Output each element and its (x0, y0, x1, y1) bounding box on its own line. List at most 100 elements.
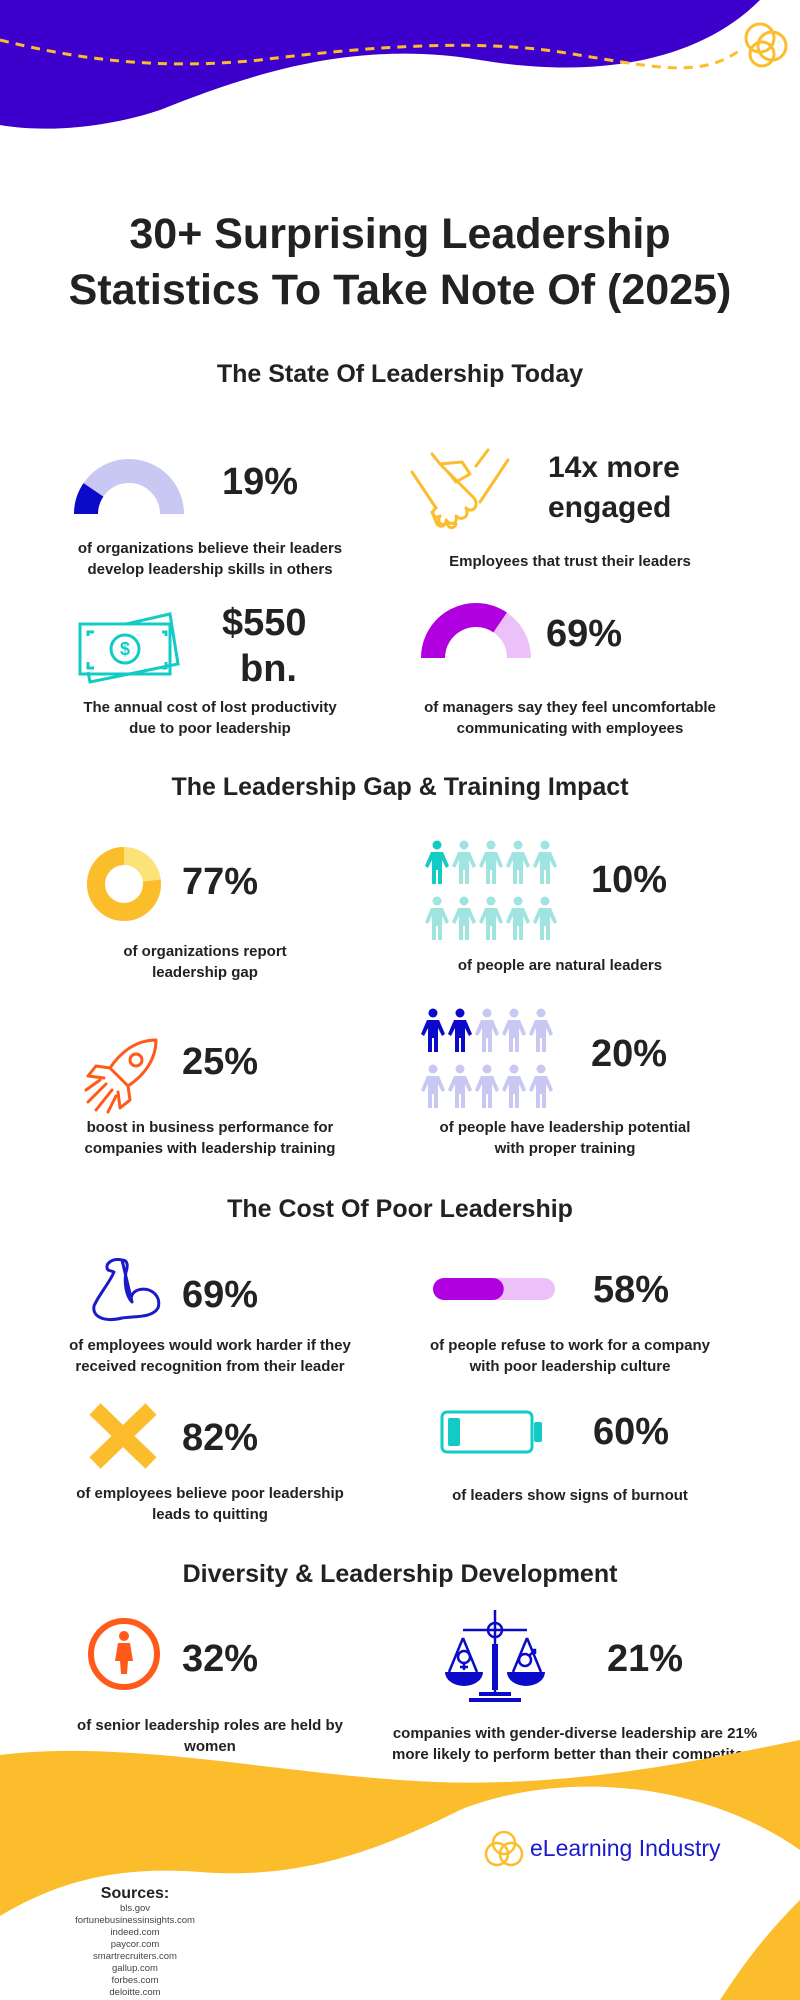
stat-caption: boost in business performance for compan… (40, 1117, 380, 1159)
stat-caption: of people are natural leaders (400, 955, 720, 976)
stat-caption: of managers say they feel uncomfortable … (390, 697, 750, 739)
stat-caption: companies with gender-diverse leadership… (365, 1723, 785, 1765)
svg-text:$: $ (120, 639, 130, 659)
person-figure (452, 840, 476, 884)
stat-value: 58% (593, 1269, 670, 1311)
source-item[interactable]: indeed.com (110, 1927, 160, 1938)
caption-line: of organizations report (123, 943, 287, 960)
person-figure (475, 1064, 499, 1108)
caption-line: of people have leadership potential (439, 1119, 691, 1136)
caption-line: of leaders show signs of burnout (452, 1487, 688, 1504)
brand-knot-icon (484, 1830, 524, 1867)
stat-value: 60% (593, 1411, 670, 1453)
caption-line: of employees believe poor leadership (76, 1485, 344, 1502)
flexed-arm-icon (92, 1258, 161, 1321)
caption-line: leads to quitting (152, 1506, 268, 1523)
money-bill-icon: $ (78, 612, 180, 684)
stat-value: 25% (182, 1041, 259, 1083)
caption-line: of people are natural leaders (457, 957, 663, 974)
page-title: 30+ Surprising Leadership Statistics To … (0, 206, 800, 318)
stat-caption: of people have leadership potential with… (400, 1117, 730, 1159)
caption-line: with poor leadership culture (469, 1358, 671, 1375)
caption-line: develop leadership skills in others (87, 561, 333, 578)
stat-caption: of employees believe poor leadership lea… (40, 1483, 380, 1525)
source-item[interactable]: gallup.com (112, 1963, 158, 1974)
value-line: $550 (222, 602, 307, 644)
people-icon (425, 840, 557, 940)
caption-line: Employees that trust their leaders (449, 553, 691, 570)
person-figure (506, 896, 530, 940)
person-figure (529, 1064, 553, 1108)
stat-value: 21% (607, 1638, 684, 1680)
stat-value: 19% (222, 461, 299, 503)
person-figure (421, 1008, 445, 1052)
caption-line: of organizations believe their leaders (77, 540, 343, 557)
stat-caption: of leaders show signs of burnout (400, 1485, 740, 1506)
gender-scale-icon (445, 1610, 545, 1702)
section-heading: The Leadership Gap & Training Impact (171, 773, 629, 801)
source-item[interactable]: paycor.com (110, 1939, 160, 1950)
caption-line: leadership gap (152, 964, 258, 981)
source-item[interactable]: forbes.com (111, 1975, 159, 1986)
value-line: bn. (240, 648, 297, 690)
value-line: 14x more (548, 451, 680, 484)
person-figure (425, 840, 449, 884)
person-figure (479, 840, 503, 884)
x-mark-icon (89, 1403, 157, 1469)
stat-value: 69% (182, 1274, 259, 1316)
stat-value: $550 bn. (222, 600, 307, 692)
source-item[interactable]: fortunebusinessinsights.com (75, 1915, 195, 1926)
donut-icon (87, 847, 161, 921)
section-heading: The Cost Of Poor Leadership (227, 1195, 573, 1223)
stat-caption: of people refuse to work for a company w… (400, 1335, 740, 1377)
handshake-icon (410, 448, 510, 530)
progress-bar-icon (433, 1278, 555, 1300)
title-line: Statistics To Take Note Of (2025) (68, 266, 732, 314)
person-figure (452, 896, 476, 940)
sources-label: Sources: (100, 1885, 170, 1902)
source-item[interactable]: deloitte.com (109, 1987, 161, 1998)
stat-caption: of organizations believe their leaders d… (40, 538, 380, 580)
half-gauge-icon (74, 459, 184, 515)
caption-line: due to poor leadership (129, 720, 291, 737)
section-heading: Diversity & Leadership Development (182, 1560, 618, 1588)
woman-icon (88, 1618, 160, 1690)
person-figure (475, 1008, 499, 1052)
brand-name: eLearning Industry (530, 1834, 721, 1861)
low-battery-icon (440, 1410, 542, 1454)
stat-value: 14x more engaged (548, 448, 680, 528)
stat-caption: The annual cost of lost productivity due… (40, 697, 380, 739)
caption-line: of people refuse to work for a company (429, 1337, 711, 1354)
source-item[interactable]: smartrecruiters.com (93, 1951, 177, 1962)
caption-line: companies with gender-diverse leadership… (392, 1725, 758, 1742)
stat-value: 32% (182, 1638, 259, 1680)
caption-line: boost in business performance for (86, 1119, 334, 1136)
source-item[interactable]: bls.gov (119, 1903, 151, 1914)
person-figure (448, 1064, 472, 1108)
brand-logo: eLearning Industry (484, 1828, 721, 1868)
stat-caption: of employees would work harder if they r… (40, 1335, 380, 1377)
stat-caption: of senior leadership roles are held by w… (40, 1715, 380, 1757)
person-figure (533, 840, 557, 884)
stat-value: 82% (182, 1417, 259, 1459)
stat-caption: Employees that trust their leaders (410, 551, 730, 572)
stat-value: 69% (546, 613, 623, 655)
caption-line: women (184, 1738, 236, 1755)
stat-value: 10% (591, 859, 668, 901)
caption-line: more likely to perform better than their… (392, 1746, 758, 1763)
caption-line: of senior leadership roles are held by (77, 1717, 343, 1734)
person-figure (479, 896, 503, 940)
person-figure (506, 840, 530, 884)
sources: Sources: bls.gov fortunebusinessinsights.… (10, 1885, 260, 1999)
person-figure (421, 1064, 445, 1108)
stat-value: 77% (182, 861, 259, 903)
caption-line: The annual cost of lost productivity (83, 699, 337, 716)
caption-line: with proper training (494, 1140, 636, 1157)
caption-line: communicating with employees (456, 720, 684, 737)
person-figure (425, 896, 449, 940)
person-figure (502, 1064, 526, 1108)
caption-line: of managers say they feel uncomfortable (424, 699, 716, 716)
title-line: 30+ Surprising Leadership (129, 210, 671, 258)
caption-line: companies with leadership training (84, 1140, 336, 1157)
